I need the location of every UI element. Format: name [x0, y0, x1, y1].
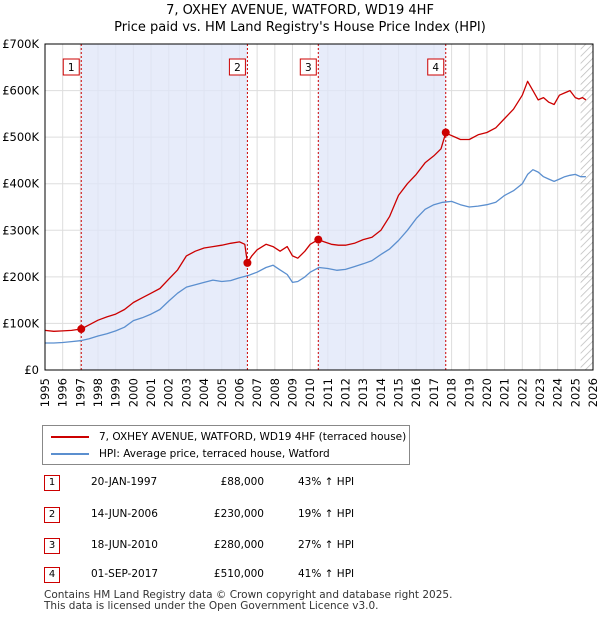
sale-badge-number: 2 [234, 62, 241, 74]
x-tick-label: 2026 [586, 378, 600, 407]
transaction-price: £280,000 [213, 539, 264, 551]
x-tick-label: 2020 [480, 378, 494, 407]
sale-badge-box [62, 58, 80, 76]
footer-copyright: Contains HM Land Registry data © Crown c… [44, 589, 453, 601]
transaction-hpi-change: 41% ↑ HPI [298, 568, 355, 580]
transaction-date: 18-JUN-2010 [91, 539, 158, 551]
x-tick-label: 2002 [162, 378, 176, 407]
x-tick-label: 2016 [409, 378, 423, 407]
x-tick-label: 2023 [533, 378, 547, 407]
x-tick-label: 2015 [392, 378, 406, 407]
x-tick-label: 2011 [321, 378, 335, 407]
x-tick-label: 2008 [268, 378, 282, 407]
footer-attribution: Contains HM Land Registry data © Crown c… [44, 590, 452, 612]
sale-badge-number: 4 [432, 62, 439, 74]
sale-point [243, 258, 252, 267]
footer-licence: This data is licensed under the Open Gov… [44, 600, 379, 612]
transaction-number-badge: 3 [44, 538, 60, 554]
x-tick-label: 2013 [356, 378, 370, 407]
transaction-hpi-change: 27% ↑ HPI [298, 539, 355, 551]
transaction-price: £88,000 [220, 476, 264, 488]
x-tick-label: 2025 [568, 378, 582, 407]
sale-point [441, 128, 450, 137]
price-chart: 1 2 3 4 £0 £100K £200K £300K £400K £500K £600K £70… [2, 37, 600, 407]
x-tick-label: 2014 [374, 378, 388, 407]
x-tick-label: 2007 [250, 378, 264, 407]
y-tick-label: £200K [2, 270, 39, 284]
transaction-hpi-change: 19% ↑ HPI [298, 508, 355, 520]
x-tick-label: 1996 [56, 378, 70, 407]
x-tick-label: 2024 [551, 378, 565, 407]
y-tick-label: £0 [24, 363, 39, 377]
chart-title: 7, OXHEY AVENUE, WATFORD, WD19 4HF [166, 3, 434, 18]
x-tick-label: 2012 [339, 378, 353, 407]
x-tick-label: 2005 [215, 378, 229, 407]
y-tick-label: £600K [2, 84, 39, 98]
chart-legend: 7, OXHEY AVENUE, WATFORD, WD19 4HF (terr… [42, 425, 410, 465]
sale-point [77, 325, 86, 334]
transaction-date: 14-JUN-2006 [91, 508, 158, 520]
y-tick-label: £300K [2, 223, 39, 237]
y-tick-label: £400K [2, 177, 39, 191]
legend-item-hpi: HPI: Average price, terraced house, Watf… [51, 446, 330, 462]
chart-subtitle: Price paid vs. HM Land Registry's House … [114, 20, 486, 35]
x-tick-label: 2010 [303, 378, 317, 407]
sale-badge-box [299, 58, 317, 76]
x-tick-label: 1999 [109, 378, 123, 407]
y-tick-label: £500K [2, 130, 39, 144]
projection-hatch [580, 44, 593, 370]
x-tick-label: 2006 [232, 378, 246, 407]
x-tick-label: 2017 [427, 378, 441, 407]
transaction-number-badge: 2 [44, 507, 60, 523]
legend-label-hpi: HPI: Average price, terraced house, Watf… [99, 448, 330, 460]
sale-badge-box [427, 58, 445, 76]
property-price-line [44, 80, 587, 332]
transaction-price: £510,000 [213, 568, 264, 580]
sale-period-shade [318, 44, 446, 370]
legend-swatch-property [51, 436, 89, 438]
y-tick-label: £100K [2, 316, 39, 330]
transaction-number-badge: 1 [44, 475, 60, 491]
x-tick-label: 2000 [126, 378, 140, 407]
legend-label-property: 7, OXHEY AVENUE, WATFORD, WD19 4HF (terr… [99, 431, 407, 443]
transaction-price: £230,000 [213, 508, 264, 520]
transaction-hpi-change: 43% ↑ HPI [298, 476, 355, 488]
x-tick-label: 2003 [179, 378, 193, 407]
x-tick-label: 2019 [462, 378, 476, 407]
sale-badge-number: 3 [305, 62, 312, 74]
y-tick-label: £700K [2, 37, 39, 51]
transaction-date: 01-SEP-2017 [91, 568, 159, 580]
legend-item-property: 7, OXHEY AVENUE, WATFORD, WD19 4HF (terr… [51, 429, 406, 445]
x-tick-label: 2004 [197, 378, 211, 407]
x-tick-label: 2021 [498, 378, 512, 407]
x-tick-label: 1995 [38, 378, 52, 407]
x-tick-label: 1998 [91, 378, 105, 407]
transaction-number-badge: 4 [44, 567, 60, 583]
sale-point [314, 235, 323, 244]
x-tick-label: 2018 [445, 378, 459, 407]
sale-period-shade [81, 44, 248, 370]
transaction-date: 20-JAN-1997 [91, 476, 158, 488]
x-tick-label: 2001 [144, 378, 158, 407]
plot-border [44, 43, 594, 371]
legend-swatch-hpi [51, 453, 89, 455]
hpi-line [45, 169, 586, 344]
sale-badge-number: 1 [68, 62, 75, 74]
x-tick-label: 1997 [73, 378, 87, 407]
sale-badge-box [228, 58, 246, 76]
x-tick-label: 2009 [285, 378, 299, 407]
x-tick-label: 2022 [515, 378, 529, 407]
